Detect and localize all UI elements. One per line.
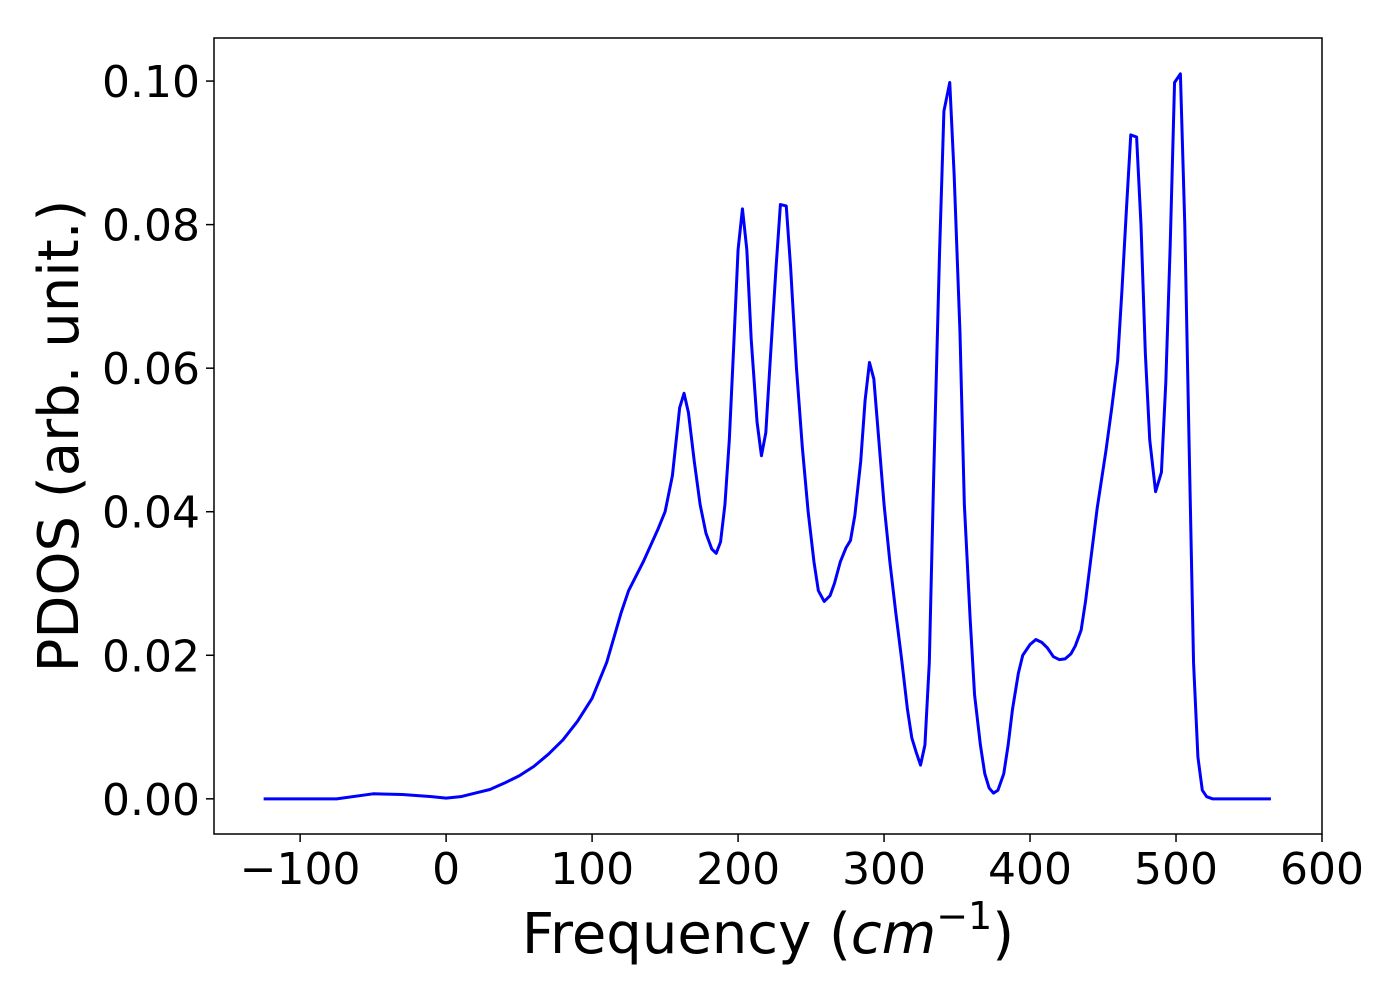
- x-tick-label: 100: [550, 844, 634, 895]
- y-axis-label: PDOS (arb. unit.): [27, 200, 92, 673]
- y-tick-label: 0.06: [102, 344, 200, 395]
- y-tick-label: 0.08: [102, 201, 200, 252]
- x-tick-label: 500: [1134, 844, 1218, 895]
- x-label-part: Frequency (: [522, 902, 851, 967]
- x-tick-label: 600: [1280, 844, 1364, 895]
- x-axis-label: Frequency (cm−1): [522, 894, 1014, 967]
- x-label-part: ): [992, 902, 1014, 967]
- x-tick-label: 0: [432, 844, 460, 895]
- y-tick-label: 0.02: [102, 631, 200, 682]
- plot-frame: [213, 37, 1323, 835]
- y-tick-label: 0.00: [102, 775, 200, 826]
- y-tick-label: 0.10: [102, 57, 200, 108]
- x-tick-label: −100: [240, 844, 361, 895]
- y-tick-label: 0.04: [102, 488, 200, 539]
- x-tick-label: 300: [842, 844, 926, 895]
- x-label-part: cm: [851, 902, 936, 967]
- x-tick-label: 200: [696, 844, 780, 895]
- x-label-part: −1: [936, 894, 992, 938]
- x-tick-label: 400: [988, 844, 1072, 895]
- pdos-line: [263, 72, 1271, 801]
